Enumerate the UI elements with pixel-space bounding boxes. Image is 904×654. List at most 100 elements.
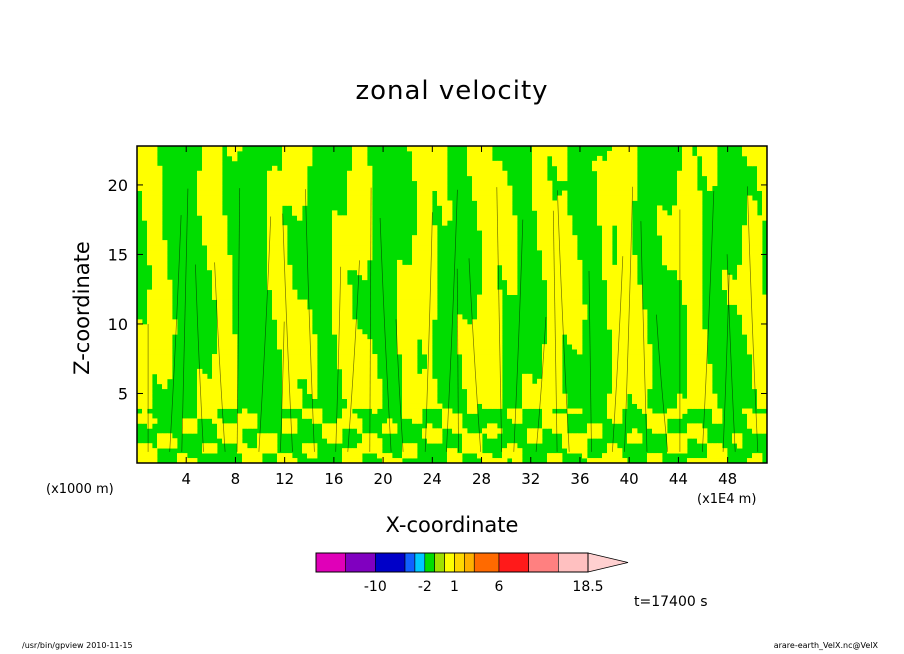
field-cell	[467, 334, 473, 340]
field-cell	[422, 180, 428, 187]
field-cell	[342, 378, 348, 385]
field-cell	[467, 354, 473, 360]
field-cell	[137, 393, 143, 400]
field-cell	[227, 284, 233, 291]
field-cell	[677, 200, 683, 206]
field-cell	[337, 349, 343, 355]
field-cell	[742, 269, 748, 276]
field-cell	[752, 349, 758, 355]
field-cell	[542, 413, 548, 419]
field-cell	[572, 250, 578, 256]
field-cell	[417, 185, 423, 191]
field-cell	[617, 363, 623, 370]
field-cell	[362, 155, 368, 162]
field-cell	[282, 393, 288, 400]
field-cell	[302, 344, 308, 350]
field-cell	[747, 299, 753, 305]
field-cell	[452, 413, 458, 419]
field-cell	[757, 393, 763, 400]
field-cell	[162, 329, 168, 335]
field-cell	[762, 170, 767, 177]
field-cell	[557, 368, 563, 375]
field-cell	[507, 190, 513, 196]
field-cell	[422, 190, 428, 196]
field-cell	[347, 329, 353, 335]
field-cell	[337, 363, 343, 370]
field-cell	[747, 349, 753, 355]
field-cell	[482, 393, 488, 400]
field-cell	[687, 349, 693, 355]
field-cell	[227, 344, 233, 350]
field-cell	[617, 165, 623, 172]
field-cell	[657, 210, 663, 216]
field-cell	[712, 180, 718, 187]
field-cell	[617, 180, 623, 187]
field-cell	[197, 195, 203, 201]
field-cell	[627, 190, 633, 196]
field-cell	[342, 254, 348, 261]
field-cell	[647, 418, 653, 424]
field-cell	[567, 230, 573, 236]
field-cell	[557, 299, 563, 305]
field-cell	[552, 378, 558, 385]
field-cell	[537, 195, 543, 201]
field-cell	[537, 240, 543, 246]
field-cell	[207, 195, 213, 201]
field-cell	[277, 289, 283, 295]
field-cell	[272, 309, 278, 315]
field-cell	[757, 309, 763, 315]
field-cell	[607, 269, 613, 276]
field-cell	[727, 294, 733, 300]
field-cell	[212, 250, 218, 256]
field-cell	[542, 160, 548, 167]
field-cell	[467, 388, 473, 395]
field-cell	[397, 349, 403, 355]
field-cell	[332, 279, 338, 286]
field-cell	[497, 309, 503, 315]
field-cell	[577, 433, 583, 439]
field-cell	[152, 448, 158, 454]
field-cell	[482, 146, 488, 152]
field-cell	[697, 254, 703, 261]
field-cell	[482, 215, 488, 221]
field-cell	[682, 205, 688, 211]
field-cell	[727, 284, 733, 291]
field-cell	[697, 259, 703, 266]
field-cell	[707, 368, 713, 375]
field-cell	[552, 240, 558, 246]
field-cell	[547, 294, 553, 300]
field-cell	[337, 269, 343, 276]
field-cell	[547, 230, 553, 236]
field-cell	[437, 155, 443, 162]
field-cell	[212, 403, 218, 409]
field-cell	[282, 423, 288, 429]
field-cell	[737, 299, 743, 305]
field-cell	[687, 339, 693, 345]
field-cell	[712, 398, 718, 404]
field-cell	[472, 349, 478, 355]
field-cell	[477, 195, 483, 201]
field-cell	[477, 393, 483, 400]
field-cell	[697, 383, 703, 390]
field-cell	[407, 264, 413, 271]
field-cell	[612, 329, 618, 335]
field-cell	[687, 175, 693, 182]
field-cell	[697, 294, 703, 300]
field-cell	[417, 200, 423, 206]
field-cell	[757, 428, 763, 434]
field-cell	[492, 388, 498, 395]
field-cell	[307, 383, 313, 390]
field-cell	[542, 220, 548, 226]
field-cell	[362, 363, 368, 370]
field-cell	[162, 264, 168, 271]
field-cell	[682, 210, 688, 216]
field-cell	[222, 250, 228, 256]
field-cell	[547, 423, 553, 429]
field-cell	[242, 413, 248, 419]
field-cell	[557, 418, 563, 424]
field-cell	[347, 408, 353, 414]
field-cell	[557, 458, 563, 463]
field-cell	[467, 433, 473, 439]
field-cell	[677, 185, 683, 191]
colorbar-segment	[404, 552, 416, 573]
